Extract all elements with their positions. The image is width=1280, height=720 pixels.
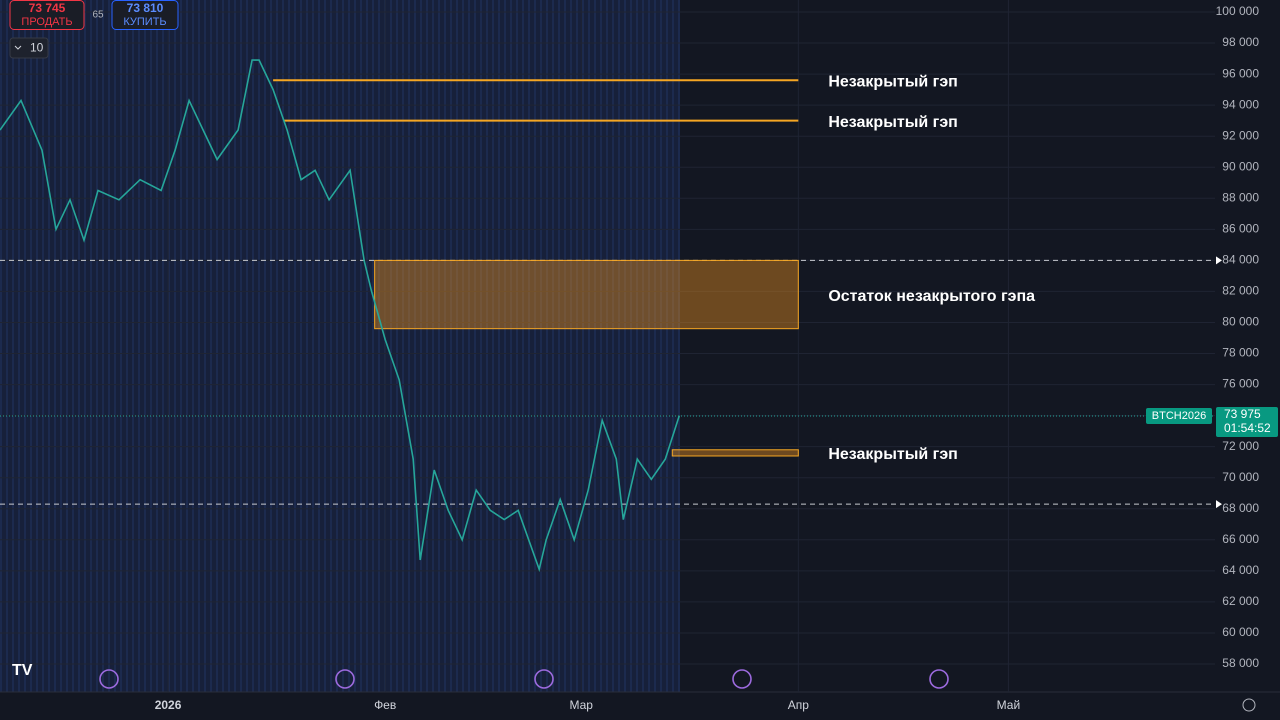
- y-tick-label: 94 000: [1222, 97, 1259, 111]
- buy-label: КУПИТЬ: [123, 16, 166, 28]
- settings-icon[interactable]: [1242, 698, 1256, 712]
- gap-label: Незакрытый гэп: [828, 446, 957, 463]
- y-tick-label: 64 000: [1222, 563, 1259, 577]
- y-tick-label: 98 000: [1222, 35, 1259, 49]
- gap-zone: [374, 259, 799, 330]
- session-shade: [0, 0, 680, 692]
- y-tick-label: 70 000: [1222, 470, 1259, 484]
- y-tick-label: 86 000: [1222, 222, 1259, 236]
- gap-label: Незакрытый гэп: [828, 74, 957, 91]
- y-tick-label: 72 000: [1222, 439, 1259, 453]
- interval-button[interactable]: [9, 37, 49, 59]
- y-tick-label: 66 000: [1222, 532, 1259, 546]
- interval: 10: [30, 41, 44, 55]
- y-tick-label: 76 000: [1222, 377, 1259, 391]
- level-arrow: [1216, 256, 1222, 265]
- sell-price: 73 745: [29, 1, 66, 15]
- x-tick-label: Апр: [788, 698, 810, 712]
- y-tick-label: 96 000: [1222, 66, 1259, 80]
- event-icons: [99, 669, 949, 689]
- buy-button[interactable]: [111, 0, 179, 30]
- y-tick-label: 68 000: [1222, 501, 1259, 515]
- x-tick-label: Фев: [374, 698, 396, 712]
- logo: TV: [12, 662, 33, 679]
- sell-button[interactable]: [9, 0, 85, 30]
- gap-zone: [671, 449, 799, 457]
- gap-label: Незакрытый гэп: [828, 114, 957, 131]
- buy-price: 73 810: [127, 1, 164, 15]
- y-tick-label: 60 000: [1222, 625, 1259, 639]
- y-tick-label: 82 000: [1222, 284, 1259, 298]
- y-tick-label: 84 000: [1222, 253, 1259, 267]
- gap-label: Остаток незакрытого гэпа: [828, 288, 1035, 305]
- y-tick-label: 90 000: [1222, 159, 1259, 173]
- y-tick-label: 78 000: [1222, 346, 1259, 360]
- last-price-tag: [1216, 407, 1278, 438]
- x-tick-label: 2026: [155, 698, 182, 712]
- symbol: BTCH2026: [1152, 410, 1206, 422]
- price-line: [0, 59, 681, 573]
- y-tick-label: 88 000: [1222, 190, 1259, 204]
- symbol-tag: [1146, 408, 1212, 425]
- spread: 65: [92, 10, 104, 21]
- x-tick-label: Мар: [569, 698, 593, 712]
- sell-label: ПРОДАТЬ: [21, 16, 72, 28]
- chevron-icon: [14, 45, 22, 50]
- countdown: 01:54:52: [1224, 421, 1271, 435]
- y-tick-label: 62 000: [1222, 594, 1259, 608]
- y-tick-label: 80 000: [1222, 315, 1259, 329]
- last-price: 73 975: [1224, 407, 1261, 421]
- y-tick-label: 58 000: [1222, 656, 1259, 670]
- y-tick-label: 100 000: [1216, 4, 1260, 18]
- level-arrow: [1216, 500, 1222, 509]
- y-tick-label: 92 000: [1222, 128, 1259, 142]
- x-tick-label: Май: [997, 698, 1021, 712]
